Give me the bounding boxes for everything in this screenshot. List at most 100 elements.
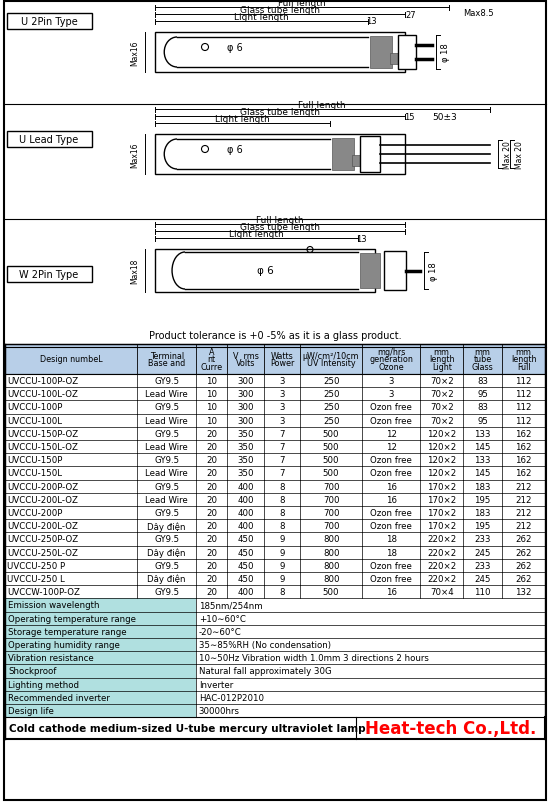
Text: 700: 700 — [323, 482, 339, 491]
Text: 250: 250 — [323, 403, 339, 412]
Text: φ 6: φ 6 — [257, 266, 273, 276]
Text: Max16: Max16 — [130, 40, 140, 66]
Text: 145: 145 — [475, 469, 491, 478]
Text: 500: 500 — [323, 443, 339, 452]
Text: 20: 20 — [206, 574, 217, 583]
Text: 120×2: 120×2 — [427, 443, 456, 452]
Text: Full length: Full length — [256, 216, 304, 225]
Text: 3: 3 — [279, 416, 285, 425]
Text: 10: 10 — [206, 377, 217, 386]
Text: 450: 450 — [238, 535, 254, 544]
Text: 20: 20 — [206, 429, 217, 439]
Bar — [196, 704, 545, 717]
Text: 13: 13 — [356, 234, 366, 243]
Bar — [5, 585, 545, 598]
Bar — [196, 625, 545, 638]
Text: U 2Pin Type: U 2Pin Type — [21, 17, 78, 27]
Text: 133: 133 — [475, 456, 491, 464]
Text: 112: 112 — [515, 416, 532, 425]
Text: 18: 18 — [386, 535, 397, 544]
Text: 170×2: 170×2 — [427, 496, 456, 504]
Text: Glass tube length: Glass tube length — [240, 6, 320, 15]
Text: φ 6: φ 6 — [227, 145, 243, 155]
Bar — [5, 546, 545, 559]
Text: 10: 10 — [206, 416, 217, 425]
Text: GY9.5: GY9.5 — [154, 377, 179, 386]
Text: 450: 450 — [238, 561, 254, 570]
Bar — [5, 467, 545, 480]
Bar — [360, 137, 380, 172]
Text: 800: 800 — [323, 548, 339, 557]
Text: 220×2: 220×2 — [427, 574, 456, 583]
Text: nt: nt — [207, 355, 216, 364]
Text: 450: 450 — [238, 574, 254, 583]
Text: 20: 20 — [206, 521, 217, 531]
Text: Ozon free: Ozon free — [370, 508, 412, 517]
Text: V  rms: V rms — [233, 351, 258, 360]
Text: Design numbeL: Design numbeL — [40, 355, 102, 364]
Text: 70×2: 70×2 — [430, 416, 454, 425]
Text: 350: 350 — [238, 469, 254, 478]
Text: 20: 20 — [206, 548, 217, 557]
Text: Ozon free: Ozon free — [370, 416, 412, 425]
Text: 195: 195 — [475, 496, 491, 504]
Text: 162: 162 — [515, 443, 532, 452]
Text: UVCCW-100P-OZ: UVCCW-100P-OZ — [7, 588, 80, 597]
Text: 50±3: 50±3 — [433, 112, 458, 121]
Text: 120×2: 120×2 — [427, 456, 456, 464]
Text: GY9.5: GY9.5 — [154, 456, 179, 464]
Bar — [5, 387, 545, 401]
Text: 12: 12 — [386, 429, 397, 439]
Text: -20∼60°C: -20∼60°C — [199, 627, 241, 636]
Bar — [370, 37, 392, 69]
Text: 3: 3 — [388, 390, 394, 399]
Text: 3: 3 — [388, 377, 394, 386]
Bar — [5, 573, 545, 585]
Text: 800: 800 — [323, 535, 339, 544]
Bar — [155, 33, 405, 73]
Text: 350: 350 — [238, 429, 254, 439]
Text: 350: 350 — [238, 456, 254, 464]
Text: Volts: Volts — [236, 358, 256, 368]
Bar — [5, 638, 196, 651]
Text: Natural fall approximately 30G: Natural fall approximately 30G — [199, 666, 332, 675]
Bar — [196, 665, 545, 678]
Bar — [356, 717, 545, 739]
Text: Shockproof: Shockproof — [8, 666, 56, 675]
Text: GY9.5: GY9.5 — [154, 588, 179, 597]
Text: 9: 9 — [279, 535, 285, 544]
Text: 162: 162 — [515, 469, 532, 478]
Text: UVCCU-100L: UVCCU-100L — [7, 416, 62, 425]
Text: 83: 83 — [477, 377, 488, 386]
Text: Dây điện: Dây điện — [147, 574, 186, 584]
Text: 9: 9 — [279, 574, 285, 583]
Text: 7: 7 — [279, 456, 285, 464]
Bar — [196, 598, 545, 612]
Text: 7: 7 — [279, 443, 285, 452]
Bar — [7, 267, 92, 282]
Text: 250: 250 — [323, 416, 339, 425]
Text: 8: 8 — [279, 508, 285, 517]
Text: 95: 95 — [477, 390, 488, 399]
Text: 70×2: 70×2 — [430, 403, 454, 412]
Text: Light length: Light length — [234, 13, 288, 22]
Bar — [7, 132, 92, 148]
Text: 10∼50Hz Vibration width 1.0mm 3 directions 2 hours: 10∼50Hz Vibration width 1.0mm 3 directio… — [199, 654, 429, 662]
Text: 15: 15 — [404, 112, 414, 121]
Text: 245: 245 — [475, 548, 491, 557]
Text: 112: 112 — [515, 390, 532, 399]
Text: 220×2: 220×2 — [427, 548, 456, 557]
Text: Lead Wire: Lead Wire — [145, 469, 188, 478]
Text: mg/hrs: mg/hrs — [377, 347, 405, 357]
Text: UVCCU-200P: UVCCU-200P — [7, 508, 62, 517]
Text: Ozon free: Ozon free — [370, 574, 412, 583]
Text: 18: 18 — [386, 548, 397, 557]
Text: mm: mm — [434, 347, 450, 357]
Bar — [5, 612, 196, 625]
Text: 300: 300 — [238, 403, 254, 412]
Text: Ozone: Ozone — [378, 363, 404, 371]
Text: 233: 233 — [475, 561, 491, 570]
Text: Power: Power — [270, 358, 294, 368]
Bar — [5, 598, 196, 612]
Text: 400: 400 — [238, 482, 254, 491]
